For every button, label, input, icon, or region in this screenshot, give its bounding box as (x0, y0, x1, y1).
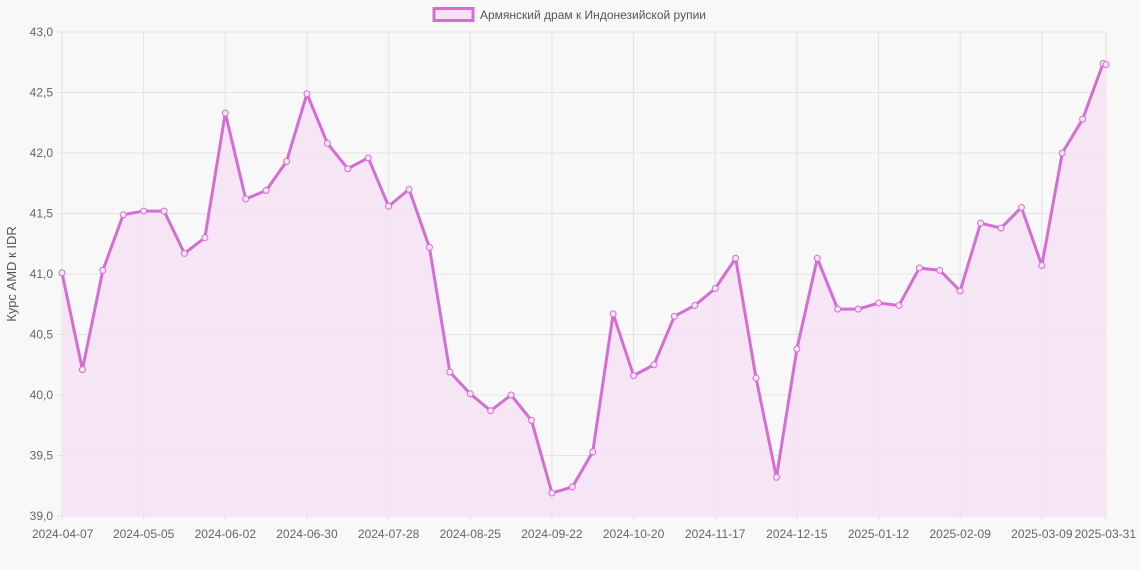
data-point[interactable] (242, 195, 250, 203)
data-point[interactable] (630, 372, 638, 380)
data-point[interactable] (405, 185, 413, 193)
y-tick-label: 41,5 (30, 207, 54, 221)
data-point[interactable] (119, 211, 127, 219)
data-point[interactable] (895, 301, 903, 309)
x-tick-label: 2024-11-17 (685, 527, 746, 541)
data-point[interactable] (936, 266, 944, 274)
data-point[interactable] (221, 109, 229, 117)
y-tick-label: 42,5 (30, 86, 54, 100)
data-point[interactable] (487, 407, 495, 415)
data-point[interactable] (140, 207, 148, 215)
x-tick-label: 2024-10-20 (603, 527, 665, 541)
x-tick-label: 2025-02-09 (929, 527, 991, 541)
data-point[interactable] (875, 299, 883, 307)
data-point[interactable] (772, 473, 780, 481)
data-point[interactable] (1079, 115, 1087, 123)
data-point[interactable] (568, 483, 576, 491)
y-tick-label: 42,0 (30, 146, 54, 160)
y-tick-label: 43,0 (30, 25, 54, 39)
data-point[interactable] (854, 305, 862, 313)
data-point[interactable] (323, 139, 331, 147)
data-point[interactable] (813, 254, 821, 262)
data-point[interactable] (283, 157, 291, 165)
data-point[interactable] (915, 264, 923, 272)
data-point[interactable] (977, 219, 985, 227)
data-point[interactable] (99, 266, 107, 274)
data-point[interactable] (956, 287, 964, 295)
x-tick-label: 2024-04-07 (32, 527, 94, 541)
data-point[interactable] (78, 366, 86, 374)
data-point[interactable] (732, 254, 740, 262)
data-point[interactable] (466, 390, 474, 398)
data-point[interactable] (180, 249, 188, 257)
data-point[interactable] (160, 207, 168, 215)
series-area (62, 63, 1106, 517)
y-tick-label: 39,5 (30, 449, 54, 463)
x-tick-label: 2024-05-05 (113, 527, 175, 541)
x-tick-label: 2024-06-30 (276, 527, 338, 541)
data-point[interactable] (528, 416, 536, 424)
x-tick-label: 2024-12-15 (766, 527, 828, 541)
data-point[interactable] (793, 345, 801, 353)
data-point[interactable] (1102, 61, 1110, 69)
data-point[interactable] (1017, 203, 1025, 211)
x-tick-label: 2024-06-02 (195, 527, 257, 541)
y-axis: 39,0 39,5 40,0 40,5 41,0 41,5 42,0 42,5 43,0 (30, 25, 62, 523)
data-point[interactable] (691, 301, 699, 309)
data-point[interactable] (425, 243, 433, 251)
data-point[interactable] (344, 165, 352, 173)
data-point[interactable] (650, 361, 658, 369)
x-tick-label: 2024-09-22 (521, 527, 583, 541)
y-tick-label: 40,5 (30, 328, 54, 342)
data-point[interactable] (609, 310, 617, 318)
data-point[interactable] (507, 391, 515, 399)
x-tick-label: 2024-08-25 (440, 527, 502, 541)
x-tick-label: 2024-07-28 (358, 527, 420, 541)
data-point[interactable] (548, 489, 556, 497)
x-tick-label: 2025-03-31 (1075, 527, 1137, 541)
data-point[interactable] (1038, 262, 1046, 270)
data-point[interactable] (446, 368, 454, 376)
data-point[interactable] (262, 187, 270, 195)
data-point[interactable] (670, 312, 678, 320)
data-point[interactable] (834, 305, 842, 313)
y-axis-title: Курс AMD к IDR (4, 226, 19, 321)
x-tick-label: 2025-03-09 (1011, 527, 1073, 541)
data-point[interactable] (589, 448, 597, 456)
data-point[interactable] (752, 374, 760, 382)
data-point[interactable] (711, 285, 719, 293)
legend[interactable]: Армянский драм к Индонезийской рупии (432, 7, 706, 22)
data-point[interactable] (364, 154, 372, 162)
y-tick-label: 40,0 (30, 388, 54, 402)
y-tick-label: 39,0 (30, 509, 54, 523)
data-point[interactable] (58, 269, 66, 277)
series-points (58, 59, 1110, 497)
data-point[interactable] (997, 224, 1005, 232)
x-tick-label: 2025-01-12 (848, 527, 910, 541)
y-tick-label: 41,0 (30, 267, 54, 281)
data-point[interactable] (303, 90, 311, 98)
x-axis: 2024-04-07 2024-05-05 2024-06-02 2024-06-30… (32, 516, 1136, 541)
data-point[interactable] (1058, 149, 1066, 157)
data-point[interactable] (385, 202, 393, 210)
legend-swatch[interactable] (432, 7, 475, 22)
legend-label[interactable]: Армянский драм к Индонезийской рупии (480, 8, 706, 22)
data-point[interactable] (201, 234, 209, 242)
